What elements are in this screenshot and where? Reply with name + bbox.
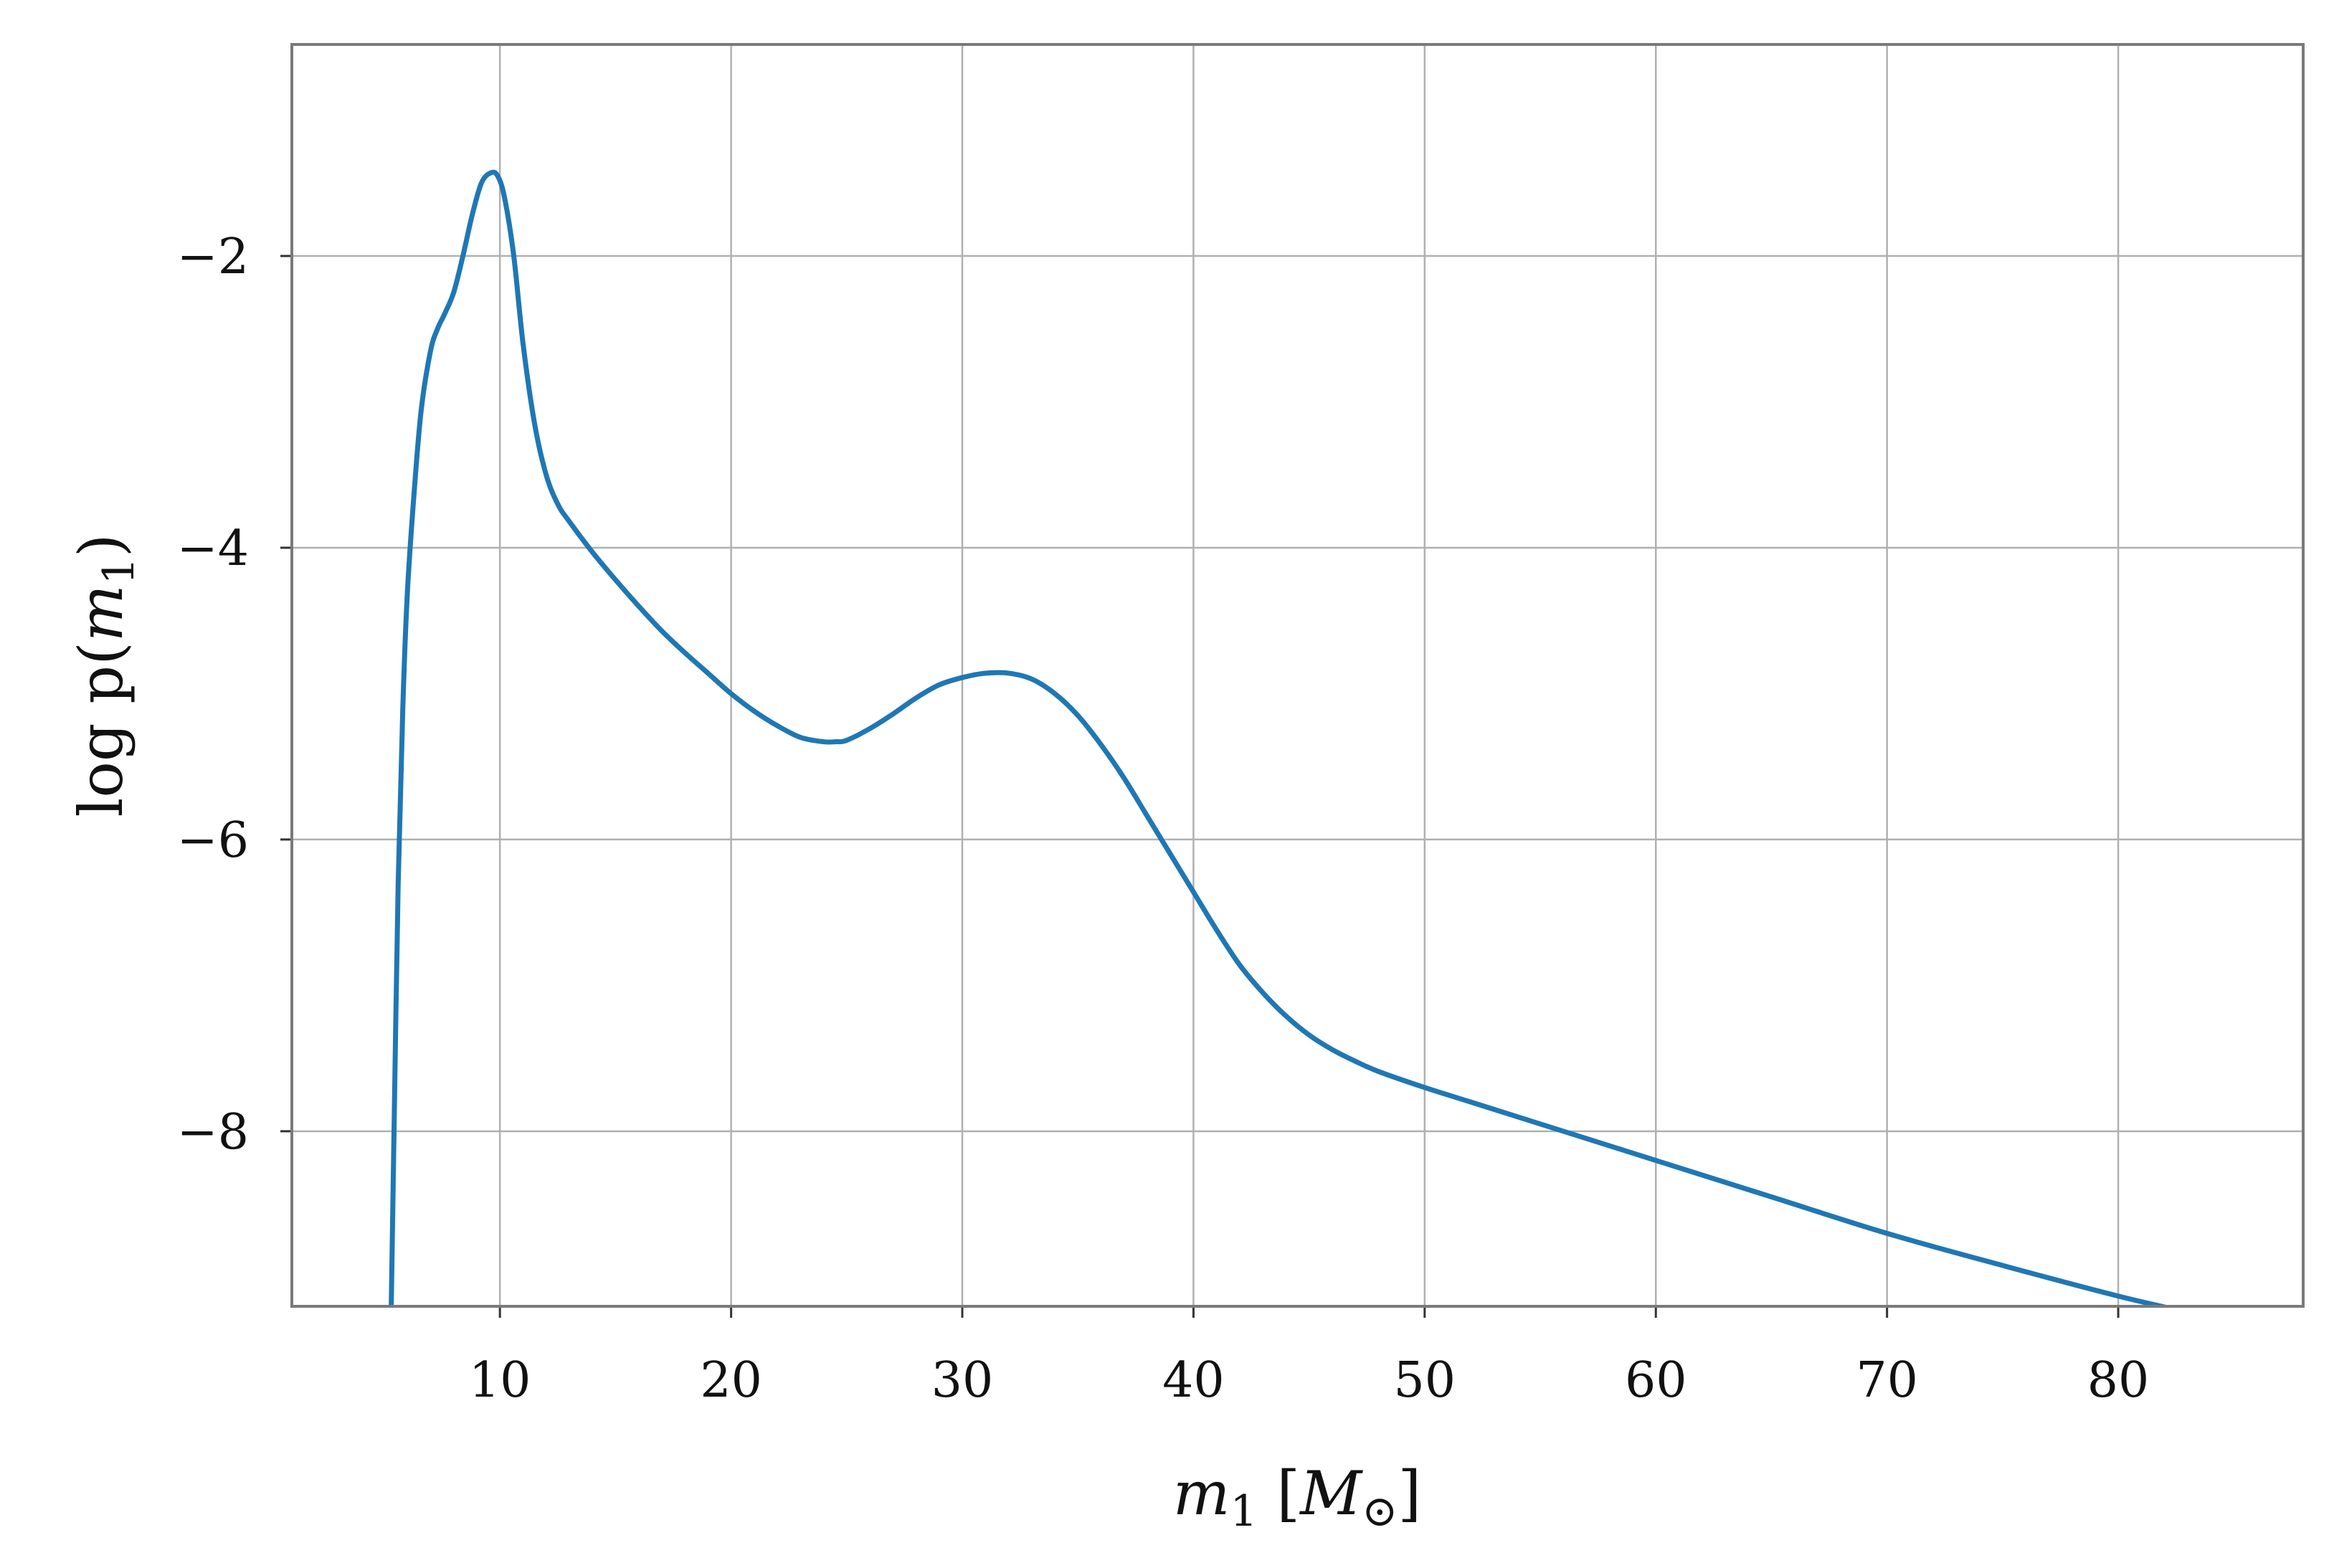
x-tick-label: 60 [1625, 1352, 1687, 1409]
grid-lines [292, 44, 2303, 1306]
y-tick-label: −4 [177, 521, 249, 577]
y-tick-label: −8 [177, 1104, 249, 1161]
y-tick-labels: −2 −4 −6 −8 [177, 229, 249, 1161]
plot-frame [290, 43, 2305, 1308]
y-tick-label: −6 [177, 812, 249, 869]
x-tick-label: 50 [1394, 1352, 1456, 1409]
x-tick-label: 30 [931, 1352, 994, 1409]
x-tick-labels: 10 20 30 40 50 60 70 80 [469, 1352, 2149, 1409]
x-tick-label: 10 [469, 1352, 531, 1409]
x-tick-label: 40 [1162, 1352, 1225, 1409]
x-tick-label: 70 [1856, 1352, 1918, 1409]
x-tick-label: 20 [700, 1352, 762, 1409]
data-series [389, 169, 2173, 1306]
y-tick-label: −2 [177, 229, 249, 285]
y-axis-label: log p(m1) [66, 533, 144, 817]
x-axis-label: m1 [M⊙] [1173, 1458, 1421, 1536]
series-line [389, 169, 2173, 1306]
tick-marks [280, 255, 2120, 1318]
x-tick-label: 80 [2087, 1352, 2150, 1409]
